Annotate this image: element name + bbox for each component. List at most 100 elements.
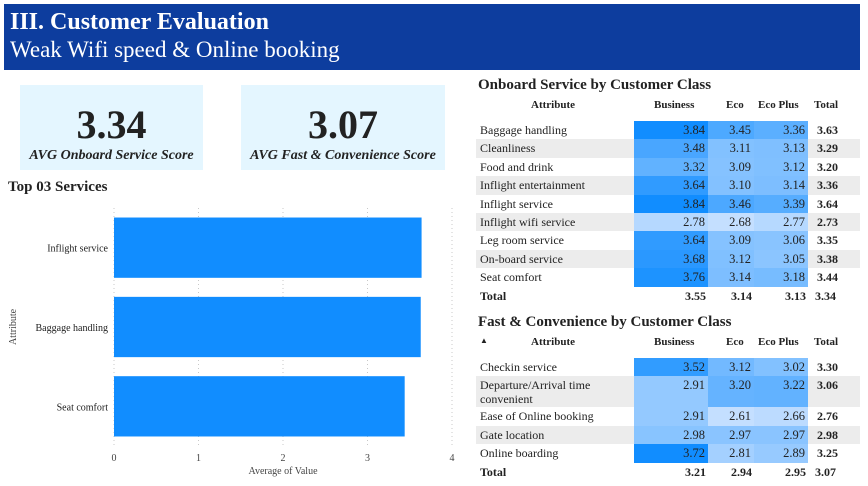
column-header[interactable]: Business [654,336,695,348]
column-header[interactable]: Attribute [531,336,575,348]
table-row[interactable]: Cleanliness 3.48 3.11 3.13 3.29 [476,139,860,158]
grand-total-total: 3.07 [815,464,836,479]
column-header[interactable]: Eco Plus [758,336,799,348]
value-cell-eco: 3.10 [708,176,754,195]
value-cell-eco-plus: 3.18 [754,268,808,287]
attribute-cell: Food and drink [480,159,554,174]
kpi-label: AVG Fast & Convenience Score [250,148,436,163]
attribute-cell: Baggage handling [480,123,567,137]
value-cell-eco: 3.46 [708,194,754,213]
x-tick-label: 2 [281,453,286,464]
bar [114,376,405,437]
table-row[interactable]: Seat comfort 3.76 3.14 3.18 3.44 [476,268,860,287]
table-row[interactable]: Food and drink 3.32 3.09 3.12 3.20 [476,157,860,177]
value-cell-eco: 3.11 [708,139,754,158]
table-header: Attribute Business Eco Eco Plus Total ▲ [476,332,860,358]
attribute-cell: Gate location [480,427,545,442]
page-subtitle: Weak Wifi speed & Online booking [10,37,340,62]
grand-total-eco: 3.14 [731,288,752,303]
column-header[interactable]: Total [814,99,839,111]
value-cell-business: 3.52 [634,358,708,377]
attribute-cell: Seat comfort [480,270,542,285]
kpi-card-fast-convenience[interactable]: 3.07 AVG Fast & Convenience Score [241,85,445,170]
value-cell-eco: 2.61 [708,407,754,426]
y-category-label: Baggage handling [36,323,108,334]
table-row[interactable]: Ease of Online booking 2.91 2.61 2.66 2.76 [476,407,860,426]
table-row[interactable]: On-board service 3.68 3.12 3.05 3.38 [476,249,860,269]
table-row[interactable]: Leg room service 3.64 3.09 3.06 3.35 [476,231,860,250]
value-cell-eco-plus: 3.06 [754,231,808,250]
x-tick-label: 4 [450,453,455,464]
total-label: Total [480,288,507,303]
attribute-cell: Online boarding [480,446,559,461]
x-axis-label: Average of Value [248,466,318,477]
value-cell-business: 3.48 [634,139,708,158]
value-cell-eco: 2.97 [708,425,754,445]
value-cell-eco-plus: 2.97 [754,425,808,445]
attribute-cell: Inflight wifi service [480,214,576,229]
page-title: III. Customer Evaluation [10,9,269,35]
column-header[interactable]: Eco Plus [758,99,799,111]
value-cell-eco-plus: 3.13 [754,139,808,158]
value-cell-eco-plus: 3.14 [754,176,808,195]
table-row[interactable]: Checkin service 3.52 3.12 3.02 3.30 [476,358,860,377]
value-cell-eco-plus: 2.89 [754,444,808,463]
value-cell-business: 3.84 [634,121,708,140]
row-total-cell: 3.06 [817,378,838,393]
fast-convenience-table[interactable]: Attribute Business Eco Eco Plus Total ▲ Checki… [476,332,860,481]
column-header[interactable]: Eco [726,99,744,111]
fast-table-title: Fast & Convenience by Customer Class [478,314,732,330]
x-tick-label: 1 [196,453,201,464]
column-header[interactable]: Total [814,336,839,348]
attribute-cell: Cleanliness [480,141,536,156]
value-cell-eco-plus: 3.02 [754,358,808,377]
row-total-cell: 2.76 [817,409,838,424]
table-total-row: Total 3.21 2.94 2.95 3.07 [476,463,860,481]
table-row[interactable]: Departure/Arrival time convenient 2.91 3.2… [476,376,860,408]
value-cell-eco-plus: 3.22 [754,376,808,408]
kpi-card-onboard[interactable]: 3.34 AVG Onboard Service Score [20,85,203,170]
value-cell-business: 3.64 [634,176,708,195]
row-total-cell: 3.64 [817,196,838,211]
value-cell-eco: 3.12 [708,358,754,377]
y-category-label: Seat comfort [57,402,109,413]
table-row[interactable]: Inflight wifi service 2.78 2.68 2.77 2.73 [476,212,860,232]
row-total-cell: 2.73 [817,214,838,229]
value-cell-eco-plus: 3.39 [754,194,808,213]
attribute-cell: Ease of Online booking [480,409,594,424]
row-total-cell: 3.29 [817,141,838,156]
value-cell-eco-plus: 2.66 [754,407,808,426]
value-cell-business: 3.76 [634,268,708,287]
column-header[interactable]: Business [654,99,695,111]
row-total-cell: 3.36 [817,178,838,193]
value-cell-business: 2.91 [634,407,708,426]
grand-total-total: 3.34 [815,288,836,303]
value-cell-eco: 3.20 [708,376,754,408]
table-row[interactable]: Gate location 2.98 2.97 2.97 2.98 [476,425,860,445]
grand-total-business: 3.55 [685,288,706,303]
table-row[interactable]: Inflight service 3.84 3.46 3.39 3.64 [476,194,860,213]
column-header[interactable]: Eco [726,336,744,348]
row-total-cell: 3.25 [817,446,838,461]
column-header[interactable]: Attribute [531,99,575,111]
total-label: Total [480,464,507,479]
row-total-cell: 3.30 [817,360,838,374]
top-services-chart[interactable]: 0 1 2 3 4 Inflight service Baggage handling Sea… [4,200,466,482]
table-row[interactable]: Baggage handling 3.84 3.45 3.36 3.63 [476,121,860,140]
x-tick-label: 3 [365,453,370,464]
value-cell-business: 3.68 [634,249,708,269]
table-row[interactable]: Online boarding 3.72 2.81 2.89 3.25 [476,444,860,463]
value-cell-eco: 3.09 [708,231,754,250]
attribute-cell: On-board service [480,251,563,266]
value-cell-business: 3.64 [634,231,708,250]
sort-ascending-icon[interactable]: ▲ [480,336,488,345]
table-row[interactable]: Inflight entertainment 3.64 3.10 3.14 3.36 [476,176,860,195]
value-cell-eco-plus: 3.36 [754,121,808,140]
onboard-service-table[interactable]: Attribute Business Eco Eco Plus Total Baggage… [476,95,860,305]
value-cell-eco-plus: 2.77 [754,212,808,232]
value-cell-business: 2.98 [634,425,708,445]
value-cell-eco: 3.12 [708,249,754,269]
kpi-value: 3.07 [308,102,378,147]
value-cell-eco-plus: 3.12 [754,157,808,177]
onboard-table-title: Onboard Service by Customer Class [478,77,712,93]
